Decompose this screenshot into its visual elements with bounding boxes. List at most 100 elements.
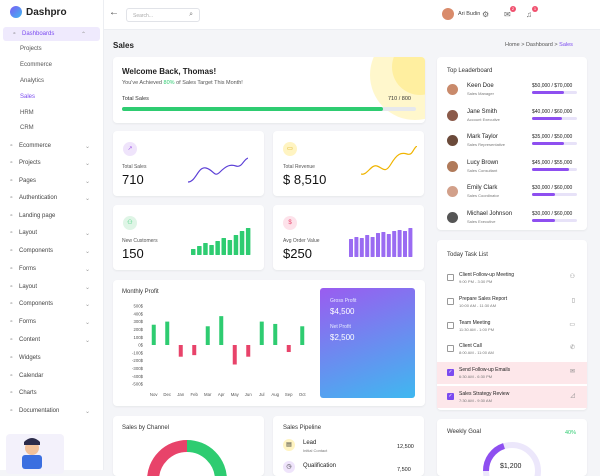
task-item[interactable]: Team Meeting 11:30 AM - 1:00 PM ▭ — [437, 315, 587, 337]
sidebar-item-layout[interactable]: ▫ Layout ⌄ — [0, 280, 104, 294]
sidebar-item-ecommerce[interactable]: ▫ Ecommerce ⌄ — [0, 139, 104, 153]
search-icon[interactable]: ⌕ — [189, 11, 193, 18]
progress-fill — [532, 167, 569, 171]
sidebar-subitem-analytics[interactable]: Analytics — [20, 78, 45, 84]
profit-bar — [205, 326, 210, 345]
sales-progress-track — [122, 107, 416, 111]
y-tick-label: -300$ — [132, 366, 144, 371]
task-checkbox[interactable] — [447, 297, 454, 305]
sidebar-item-calendar[interactable]: ▫ Calendar — [0, 369, 104, 383]
leaderboard-row[interactable]: Michael Johnson Sales Executive $30,000 / … — [447, 210, 587, 228]
mini-bar — [397, 230, 402, 257]
sidebar-item-content[interactable]: ▫ Content ⌄ — [0, 333, 104, 347]
sidebar-item-components[interactable]: ▫ Components ⌄ — [0, 297, 104, 311]
x-tick-label: Sep — [285, 392, 293, 397]
sidebar-item-documentation[interactable]: ▫ Documentation ⌄ — [0, 404, 104, 418]
leaderboard-row[interactable]: Emily Clark Sales Coordinator $30,000 / $6… — [447, 184, 587, 202]
stat-value: $250 — [283, 246, 312, 261]
leaderboard-row[interactable]: Keen Doe Sales Manager $50,000 / $70,000 — [447, 82, 587, 100]
avatar — [447, 135, 458, 146]
pages-icon: ▫ — [10, 177, 13, 184]
leaderboard-title: Top Leaderboard — [447, 68, 493, 74]
sidebar-item-pages[interactable]: ▫ Pages ⌄ — [0, 174, 104, 188]
total-sales-value: 710 / 800 — [388, 96, 411, 102]
docs-icon: ▫ — [10, 407, 13, 414]
sidebar-item-forms[interactable]: ▫ Forms ⌄ — [0, 315, 104, 329]
task-checkbox[interactable] — [447, 274, 454, 281]
task-checkbox[interactable] — [447, 321, 454, 329]
sidebar-subitem-crm[interactable]: CRM — [20, 125, 34, 131]
file-icon[interactable]: ▯ — [571, 297, 575, 304]
avatar[interactable] — [442, 8, 454, 20]
logo[interactable]: Dashpro — [10, 6, 67, 18]
sidebar-item-landing-page[interactable]: ▫ Landing page — [0, 209, 104, 223]
progress-fill — [532, 142, 564, 145]
topbar: ← Search... ⌕ ⚙ ✉ 2 ♫ 1 Ari Budin — [104, 0, 600, 30]
mini-bar — [354, 237, 359, 257]
sidebar-item-widgets[interactable]: ▫ Widgets — [0, 351, 104, 365]
progress-track — [532, 193, 577, 196]
progress-track — [532, 218, 577, 222]
sales-progress-fill — [122, 107, 383, 111]
sidebar-item-forms[interactable]: ▫ Forms ⌄ — [0, 262, 104, 276]
mini-bar — [203, 243, 208, 255]
task-item[interactable]: ✓ Send Follow-up Emails 6:30 AM - 6:30 PM ✉ — [437, 362, 587, 385]
mini-bar — [197, 246, 202, 255]
users-icon[interactable]: ⚇ — [569, 274, 575, 280]
back-arrow-icon[interactable]: ← — [109, 7, 119, 18]
wallet-icon: ▭ — [283, 142, 297, 156]
task-item[interactable]: ✓ Sales Strategy Review 7:30 AM - 9:30 AM ◿ — [437, 386, 587, 408]
sidebar-subitem-sales[interactable]: Sales — [20, 94, 36, 100]
bell-icon[interactable]: ♫ — [526, 10, 532, 19]
avatar — [447, 109, 458, 121]
task-item[interactable]: Client Follow-up Meeting 9:00 PM - 3:30 P… — [437, 267, 587, 289]
leaderboard-row[interactable]: Jane Smith Account Executive $40,000 / $60… — [447, 108, 587, 126]
sidebar-item-authentication[interactable]: ▫ Authentication ⌄ — [0, 191, 104, 205]
mail-icon[interactable]: ✉ — [569, 369, 575, 376]
sidebar-item-projects[interactable]: ▫ Projects ⌄ — [0, 156, 104, 170]
filter-icon[interactable]: ⚙ — [482, 10, 490, 19]
progress-fill — [532, 193, 555, 196]
task-checkbox[interactable] — [447, 345, 454, 353]
x-tick-label: Jul — [259, 392, 265, 397]
welcome-card: Welcome Back, Thomas! You've Achieved 80… — [113, 57, 425, 123]
user-name[interactable]: Ari Budin — [458, 11, 481, 17]
chart-icon[interactable]: ◿ — [570, 393, 575, 399]
logo-icon — [10, 6, 22, 18]
leaderboard-row[interactable]: Lucy Brown Sales Consultant $45,000 / $55,… — [447, 159, 587, 177]
sidebar-subitem-projects[interactable]: Projects — [20, 46, 42, 52]
promo-illustration — [6, 434, 64, 474]
breadcrumb-dashboard[interactable]: Dashboard — [525, 42, 553, 48]
task-checkbox[interactable]: ✓ — [447, 369, 454, 377]
monthly-profit-card: Monthly Profit 500$ 400$ 300$ 200$ 100$ 0$ -10… — [113, 280, 425, 406]
sidebar-subitem-ecommerce[interactable]: Ecommerce — [20, 62, 53, 68]
sidebar-subitem-hrm[interactable]: HRM — [20, 110, 34, 116]
mail-icon[interactable]: ✉ — [504, 10, 511, 19]
task-item[interactable]: Client Call 8:00 AM - 11:00 AM ✆ — [437, 338, 587, 360]
weekly-goal-title: Weekly Goal — [447, 429, 481, 435]
stat-value: 150 — [122, 246, 144, 261]
page-title: Sales — [113, 41, 134, 50]
stat-card-total-revenue: ▭ Total Revenue $ 8,510 — [273, 131, 424, 196]
forms-icon: ▫ — [10, 318, 13, 325]
search-input[interactable]: Search... ⌕ — [126, 8, 200, 22]
task-checkbox[interactable]: ✓ — [447, 393, 454, 400]
task-item[interactable]: Prepare Sales Report 10:00 AM - 11:30 AM ▯ — [437, 291, 587, 313]
stat-value: 710 — [122, 172, 144, 187]
revenue-sparkline — [361, 146, 417, 175]
breadcrumb: Home > Dashboard > Sales — [505, 42, 573, 48]
sidebar-item-components[interactable]: ▫ Components ⌄ — [0, 244, 104, 258]
progress-track — [532, 167, 577, 171]
stat-label: Total Sales — [122, 164, 147, 170]
mini-bar — [408, 228, 413, 257]
calendar-icon[interactable]: ▭ — [569, 321, 575, 328]
sidebar-item-charts[interactable]: ▫ Charts — [0, 386, 104, 400]
breadcrumb-home[interactable]: Home — [505, 42, 520, 48]
phone-icon[interactable]: ✆ — [569, 345, 575, 352]
stat-card-new-customers: ⚇ New Customers 150 — [113, 205, 264, 270]
sidebar-item-dashboards[interactable]: ▫ Dashboards ⌃ — [3, 27, 100, 41]
profit-bar — [232, 345, 237, 365]
leaderboard-row[interactable]: Mark Taylor Sales Representative $35,000 /… — [447, 133, 587, 151]
sidebar-item-layout[interactable]: ▫ Layout ⌄ — [0, 226, 104, 240]
sales-by-channel-card: Sales by Channel — [113, 416, 264, 476]
